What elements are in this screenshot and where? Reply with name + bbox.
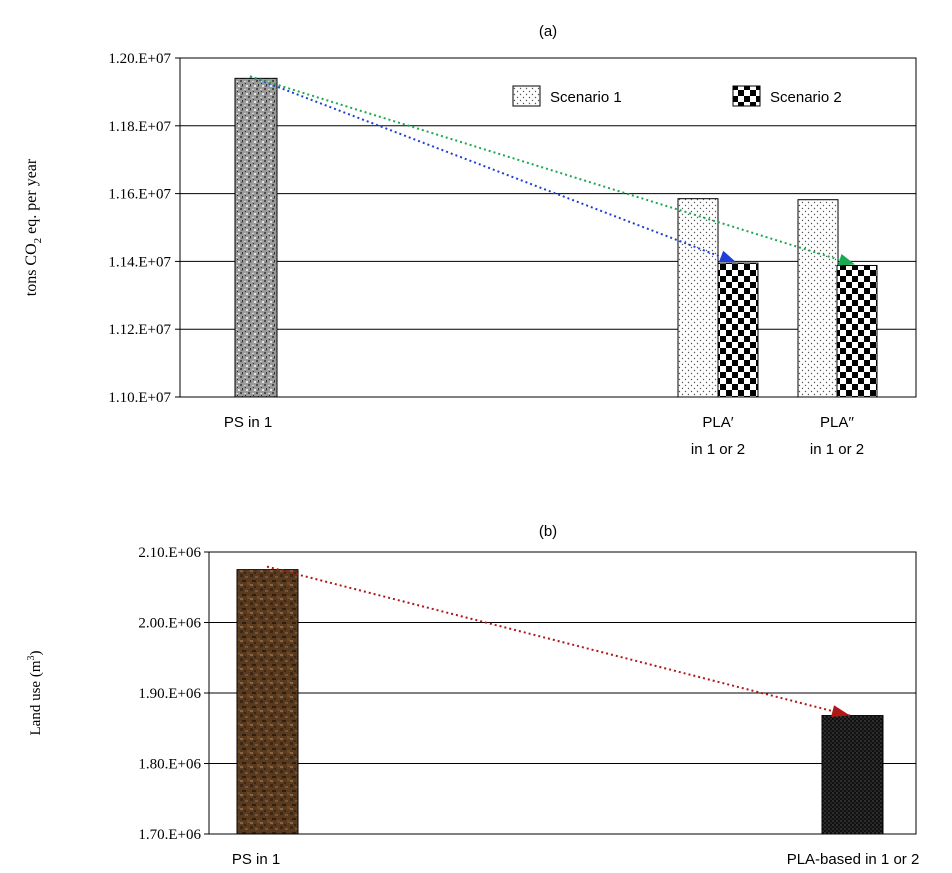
y-tick-label: 1.16.E+07 [108,187,171,203]
legend-label: Scenario 1 [550,89,622,106]
y-axis-label-part: tons CO [23,243,40,296]
trend-arrow-line [266,565,851,717]
bar [236,569,299,835]
y-axis-label-part: ) [28,651,44,656]
y-axis-label-part: eq. per year [23,158,40,238]
trend-arrow-head [831,705,850,717]
bar [717,262,759,398]
bar [797,199,839,398]
y-tick-label: 2.00.E+06 [138,616,201,632]
y-axis-label: tons CO2 eq. per year [23,158,44,296]
y-tick-label: 1.12.E+07 [108,322,171,338]
x-category-label: in 1 or 2 [810,441,864,458]
y-tick-label: 1.70.E+06 [138,827,201,843]
legend-label: Scenario 2 [770,89,842,106]
x-category-label: PLA-based in 1 or 2 [787,851,920,868]
bar [821,715,884,835]
y-axis-label-superscript: 3 [26,656,37,661]
panel-title-a: (a) [539,23,557,40]
y-tick-label: 1.20.E+07 [108,51,171,67]
y-tick-label: 1.80.E+06 [138,757,201,773]
panel-a: (a) 1.10.E+07 1.12.E+07 1.14.E+07 1.16.E+07 1… [23,23,917,458]
legend-swatch [512,85,541,107]
panel-title-b: (b) [539,523,557,540]
y-tick-label: 1.90.E+06 [138,686,201,702]
y-axis-label-part: Land use (m [28,660,44,735]
bar [677,198,719,398]
x-category-label: in 1 or 2 [691,441,745,458]
panel-b: (b) 1.70.E+06 1.80.E+06 1.90.E+06 2.00.E+06 2… [26,523,919,868]
x-category-label: PLA′′ [820,414,854,431]
legend-swatch [732,85,761,107]
plot-frame [179,57,917,398]
y-tick-label: 1.18.E+07 [108,119,171,135]
bar [836,264,878,398]
y-tick-label: 1.10.E+07 [108,390,171,406]
x-category-label: PLA′ [702,414,733,431]
trend-arrow-line [249,75,733,263]
x-category-label: PS in 1 [232,851,280,868]
y-tick-label: 2.10.E+06 [138,545,201,561]
x-category-label: PS in 1 [224,414,272,431]
y-tick-label: 1.14.E+07 [108,254,171,270]
y-axis-label: Land use (m3) [26,651,44,736]
trend-arrow-head [837,253,855,266]
y-axis-label-subscript: 2 [32,238,44,244]
trend-arrow-head [718,250,736,263]
bar [234,77,278,398]
